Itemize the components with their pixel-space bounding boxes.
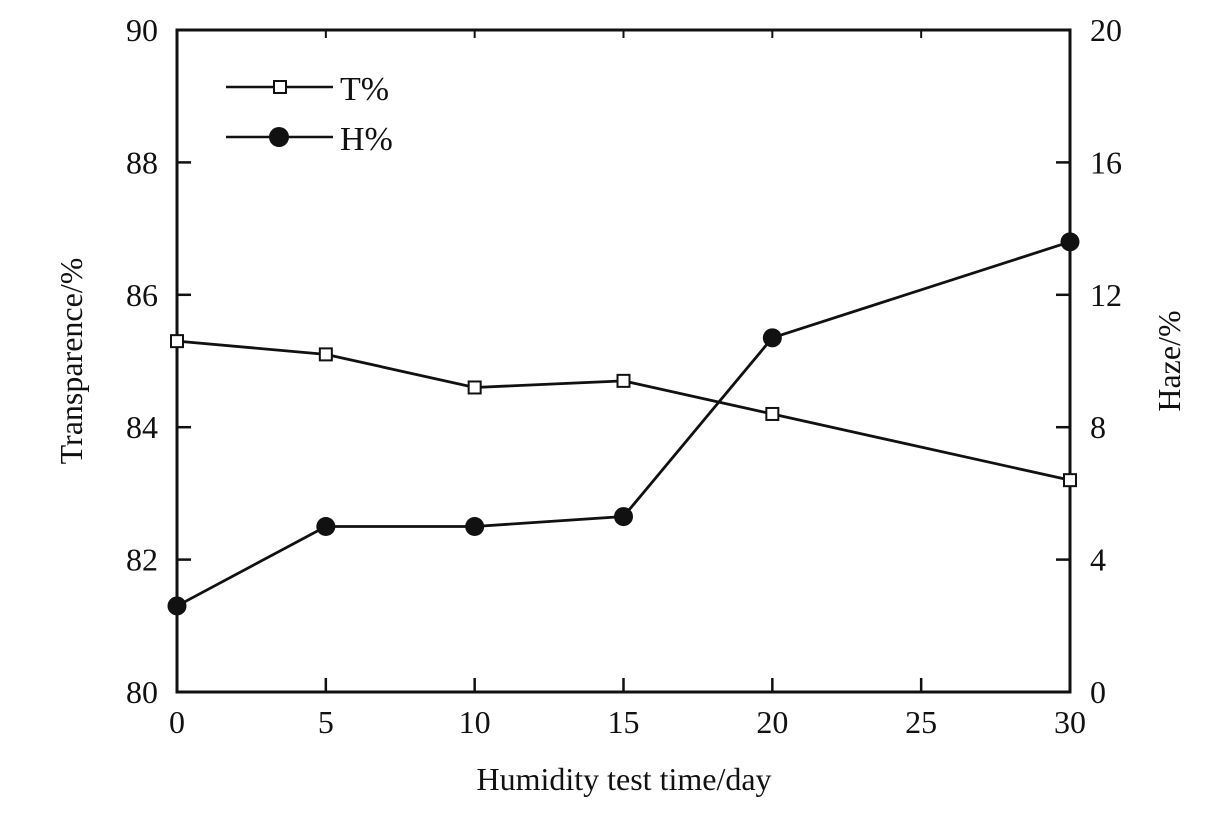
plot-frame <box>175 28 1072 694</box>
h-point <box>1060 232 1080 252</box>
x-tick-label: 5 <box>318 704 334 740</box>
y-tick-label: 86 <box>126 277 158 313</box>
h-point <box>614 507 633 527</box>
t-point <box>170 334 184 349</box>
y2-tick-label: 12 <box>1090 277 1122 313</box>
y-tick-label: 84 <box>126 409 158 445</box>
y-tick-label: 82 <box>126 542 158 578</box>
x-tick-label: 0 <box>169 704 185 740</box>
y2-axis-label: Haze/% <box>1151 310 1187 411</box>
y2-tick-label: 0 <box>1090 674 1106 710</box>
t-point <box>467 380 482 395</box>
y-tick-label: 90 <box>126 12 158 48</box>
t-point <box>765 406 780 421</box>
t-point <box>318 347 333 362</box>
h-point <box>316 517 336 536</box>
legend-marker-h <box>269 127 289 147</box>
h-point <box>465 517 485 536</box>
x-tick-label: 30 <box>1054 704 1086 740</box>
series-line-h <box>176 240 1071 608</box>
h-point <box>167 596 187 616</box>
t-point <box>1063 473 1077 488</box>
y2-tick-label: 4 <box>1090 542 1106 578</box>
legend-label-t: T% <box>340 71 389 108</box>
h-point <box>762 328 782 348</box>
x-axis-label: Humidity test time/day <box>476 761 771 797</box>
legend-label-h: H% <box>340 121 393 158</box>
legend-marker-t <box>273 80 287 94</box>
series-line-t <box>176 339 1071 482</box>
x-tick-label: 10 <box>459 704 491 740</box>
y-tick-label: 80 <box>126 674 158 710</box>
legend: T% H% <box>226 71 393 158</box>
x-tick-label: 20 <box>756 704 788 740</box>
y-tick-label: 88 <box>126 144 158 180</box>
x-tick-label: 15 <box>608 704 640 740</box>
y-axis-label: Transparence/% <box>53 258 89 465</box>
t-point <box>616 373 631 388</box>
y2-tick-label: 16 <box>1090 144 1122 180</box>
y2-tick-label: 8 <box>1090 409 1106 445</box>
y2-tick-label: 20 <box>1090 12 1122 48</box>
x-tick-label: 25 <box>905 704 937 740</box>
